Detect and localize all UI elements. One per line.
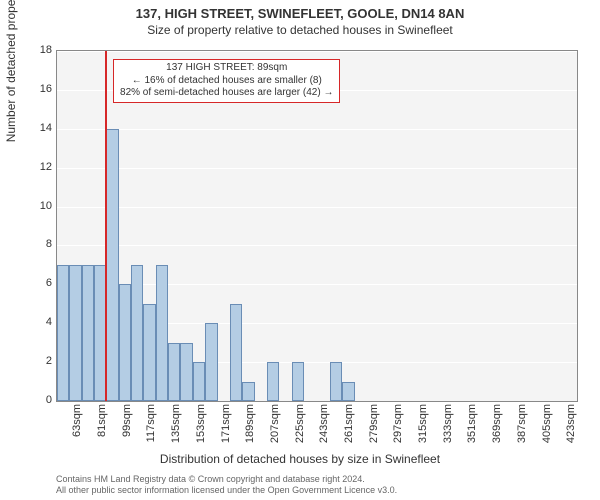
x-tick-label: 63sqm [71, 404, 83, 464]
x-tick-label: 387sqm [516, 404, 528, 464]
x-tick-label: 423sqm [565, 404, 577, 464]
reference-line [105, 51, 107, 401]
chart-title: 137, HIGH STREET, SWINEFLEET, GOOLE, DN1… [0, 0, 600, 21]
y-tick-label: 2 [22, 355, 52, 367]
histogram-bar [205, 323, 217, 401]
histogram-bar [267, 362, 279, 401]
gridline-horizontal [57, 168, 577, 169]
histogram-bar [330, 362, 342, 401]
y-tick-label: 14 [22, 122, 52, 134]
y-tick-label: 18 [22, 44, 52, 56]
histogram-bar [193, 362, 205, 401]
x-tick-label: 207sqm [269, 404, 281, 464]
footer-attribution: Contains HM Land Registry data © Crown c… [56, 474, 576, 496]
histogram-bar [143, 304, 155, 401]
x-tick-label: 369sqm [491, 404, 503, 464]
x-tick-label: 315sqm [417, 404, 429, 464]
chart-container: 137, HIGH STREET, SWINEFLEET, GOOLE, DN1… [0, 0, 600, 500]
histogram-bar [168, 343, 180, 401]
gridline-horizontal [57, 129, 577, 130]
x-tick-label: 279sqm [368, 404, 380, 464]
x-tick-label: 333sqm [442, 404, 454, 464]
x-tick-label: 117sqm [145, 404, 157, 464]
x-tick-label: 153sqm [195, 404, 207, 464]
x-tick-label: 351sqm [466, 404, 478, 464]
annotation-box: 137 HIGH STREET: 89sqm← 16% of detached … [113, 59, 340, 103]
histogram-bar [69, 265, 81, 401]
x-tick-label: 297sqm [392, 404, 404, 464]
y-tick-label: 12 [22, 161, 52, 173]
chart-subtitle: Size of property relative to detached ho… [0, 23, 600, 37]
y-tick-label: 6 [22, 277, 52, 289]
x-tick-label: 135sqm [170, 404, 182, 464]
histogram-bar [180, 343, 192, 401]
histogram-bar [119, 284, 131, 401]
histogram-bar [156, 265, 168, 401]
x-tick-label: 261sqm [343, 404, 355, 464]
footer-line: Contains HM Land Registry data © Crown c… [56, 474, 576, 485]
y-tick-label: 4 [22, 316, 52, 328]
histogram-bar [131, 265, 143, 401]
x-tick-label: 189sqm [244, 404, 256, 464]
histogram-bar [106, 129, 118, 401]
y-tick-label: 0 [22, 394, 52, 406]
x-tick-label: 243sqm [318, 404, 330, 464]
gridline-horizontal [57, 207, 577, 208]
histogram-bar [57, 265, 69, 401]
annotation-line: ← 16% of detached houses are smaller (8) [120, 75, 333, 88]
x-tick-label: 405sqm [541, 404, 553, 464]
y-tick-label: 10 [22, 200, 52, 212]
gridline-horizontal [57, 245, 577, 246]
plot-area: 137 HIGH STREET: 89sqm← 16% of detached … [56, 50, 578, 402]
annotation-line: 137 HIGH STREET: 89sqm [120, 62, 333, 75]
histogram-bar [292, 362, 304, 401]
footer-line: All other public sector information lice… [56, 485, 576, 496]
x-tick-label: 171sqm [220, 404, 232, 464]
x-tick-label: 99sqm [121, 404, 133, 464]
histogram-bar [242, 382, 254, 401]
y-axis-label: Number of detached properties [4, 0, 18, 142]
gridline-horizontal [57, 51, 577, 52]
x-tick-label: 81sqm [96, 404, 108, 464]
y-tick-label: 16 [22, 83, 52, 95]
x-tick-label: 225sqm [294, 404, 306, 464]
y-tick-label: 8 [22, 238, 52, 250]
histogram-bar [82, 265, 94, 401]
histogram-bar [230, 304, 242, 401]
histogram-bar [342, 382, 354, 401]
annotation-line: 82% of semi-detached houses are larger (… [120, 87, 333, 100]
